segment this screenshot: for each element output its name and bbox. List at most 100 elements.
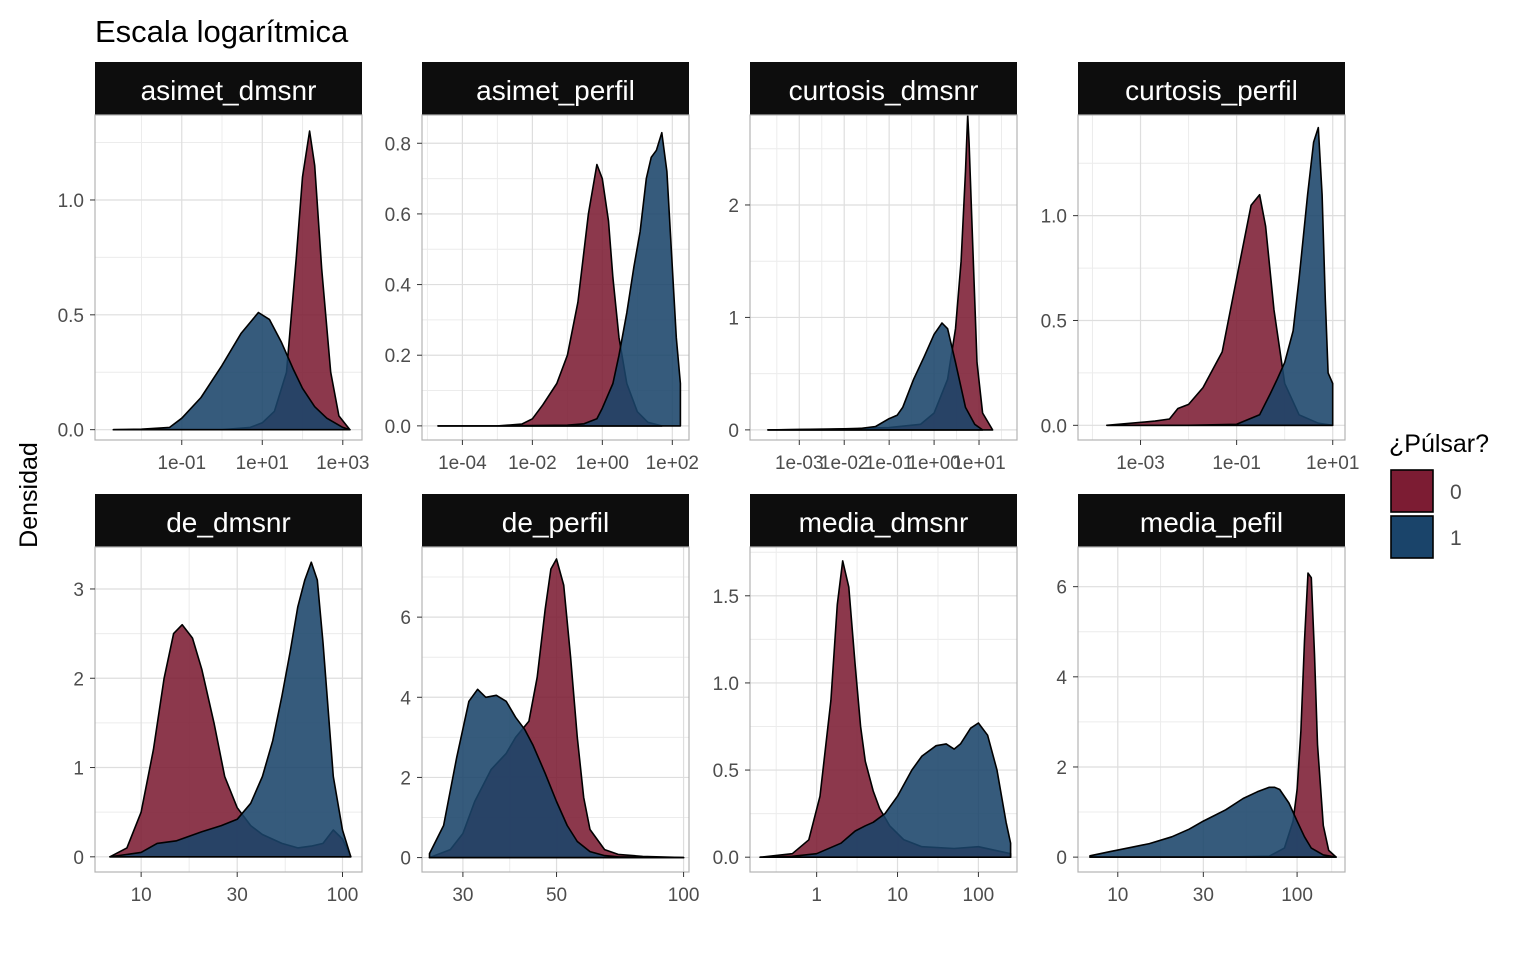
chart-title: Escala logarítmica <box>95 14 349 49</box>
y-tick-label: 0.0 <box>713 848 739 869</box>
facet-de_perfil: de_perfil 30 50 100 0 2 4 6 <box>400 494 699 906</box>
y-tick-label: 0.5 <box>1041 311 1067 332</box>
facet-media_pefil: media_pefil 10 30 100 0 2 4 6 <box>1056 494 1346 906</box>
facet-strip-label: de_dmsnr <box>166 507 291 538</box>
legend-label-0: 0 <box>1450 481 1462 504</box>
y-tick-label: 1 <box>728 308 739 329</box>
y-tick-label: 1.0 <box>1041 207 1067 228</box>
y-tick-label: 0.4 <box>385 276 412 297</box>
legend-title: ¿Púlsar? <box>1389 430 1489 458</box>
x-tick-label: 1e-01 <box>865 453 914 474</box>
y-tick-label: 0.5 <box>58 306 84 327</box>
y-tick-label: 3 <box>73 580 84 601</box>
x-tick-label: 30 <box>227 885 248 906</box>
y-tick-label: 4 <box>400 688 411 709</box>
facet-strip-label: de_perfil <box>502 507 609 538</box>
density-areas <box>1089 572 1337 858</box>
density-areas <box>112 130 351 431</box>
facet-strip-label: curtosis_perfil <box>1125 75 1298 106</box>
y-tick-label: 2 <box>400 768 411 789</box>
y-axis-label: Densidad <box>15 442 43 548</box>
x-tick-label: 50 <box>546 885 567 906</box>
x-tick-label: 1e+03 <box>316 453 369 474</box>
y-tick-label: 0.6 <box>385 205 411 226</box>
facet-strip-label: asimet_dmsnr <box>141 75 317 106</box>
panel-border <box>421 546 690 873</box>
panel-border <box>1077 114 1346 441</box>
x-tick-label: 1e+02 <box>646 453 699 474</box>
y-tick-label: 0.2 <box>385 346 411 367</box>
y-tick-label: 1 <box>73 759 84 780</box>
x-tick-label: 1e-03 <box>1116 453 1165 474</box>
facet-strip <box>750 62 1017 115</box>
panel-border <box>1077 546 1346 873</box>
x-tick-label: 100 <box>668 885 700 906</box>
y-tick-label: 1.0 <box>58 191 84 212</box>
x-tick-label: 1e-01 <box>1212 453 1261 474</box>
x-tick-label: 1 <box>811 885 822 906</box>
facet-strip-label: asimet_perfil <box>476 75 635 106</box>
y-tick-label: 0 <box>400 849 411 870</box>
panel-border <box>421 114 690 441</box>
density-areas <box>437 131 682 427</box>
density-area-1 <box>759 722 1012 858</box>
facet-strip-label: media_dmsnr <box>799 507 969 538</box>
density-area-1 <box>428 688 685 859</box>
y-tick-label: 4 <box>1056 668 1067 689</box>
y-tick-label: 6 <box>400 608 411 629</box>
density-area-1 <box>109 561 352 858</box>
density-areas <box>428 558 685 859</box>
density-areas <box>767 115 994 431</box>
density-area-1 <box>1089 786 1337 858</box>
panel-border <box>94 546 363 873</box>
y-tick-label: 2 <box>728 196 739 217</box>
x-tick-label: 30 <box>452 885 473 906</box>
x-tick-label: 1e-04 <box>438 453 487 474</box>
x-tick-label: 30 <box>1193 885 1214 906</box>
facet-strip <box>95 494 362 547</box>
y-tick-label: 0 <box>1056 848 1067 869</box>
legend: ¿Púlsar? 0 1 <box>1389 430 1489 559</box>
x-tick-label: 1e+01 <box>952 453 1005 474</box>
y-tick-label: 1.5 <box>713 587 739 608</box>
y-tick-label: 0 <box>728 421 739 442</box>
x-tick-label: 1e-01 <box>157 453 206 474</box>
density-area-1 <box>767 322 984 431</box>
x-tick-label: 1e-02 <box>508 453 557 474</box>
x-tick-label: 1e+01 <box>236 453 289 474</box>
density-area-1 <box>437 131 682 427</box>
y-tick-label: 0.0 <box>385 417 411 438</box>
density-areas <box>109 561 352 858</box>
x-tick-label: 10 <box>131 885 152 906</box>
y-tick-label: 0.5 <box>713 761 739 782</box>
x-tick-label: 1e+00 <box>576 453 629 474</box>
y-tick-label: 2 <box>1056 758 1067 779</box>
x-tick-label: 1e+01 <box>1306 453 1359 474</box>
facet-strip <box>95 62 362 115</box>
density-area-1 <box>1106 126 1334 427</box>
facet-asimet_perfil: asimet_perfil 1e-04 1e-02 1e+00 1e+02 0.0 0.2 0… <box>385 62 699 474</box>
legend-key-1 <box>1390 515 1434 559</box>
panel-border <box>94 114 363 441</box>
facet-strip <box>422 62 689 115</box>
x-tick-label: 1e-02 <box>820 453 869 474</box>
y-tick-label: 0.0 <box>58 421 84 442</box>
x-tick-label: 1e-03 <box>775 453 824 474</box>
x-tick-label: 100 <box>1281 885 1313 906</box>
facet-asimet_dmsnr: asimet_dmsnr 1e-01 1e+01 1e+03 0.0 0.5 1.0 <box>58 62 369 474</box>
panel-border <box>749 114 1018 441</box>
panel-border <box>749 546 1018 873</box>
density-area-1 <box>112 311 351 431</box>
facet-strip-label: media_pefil <box>1140 507 1283 538</box>
facet-curtosis_perfil: curtosis_perfil 1e-03 1e-01 1e+01 0.0 0.5 1.0 <box>1041 62 1359 474</box>
x-tick-label: 10 <box>887 885 908 906</box>
y-tick-label: 0.8 <box>385 134 411 155</box>
y-tick-label: 1.0 <box>713 674 739 695</box>
facet-strip <box>1078 494 1345 547</box>
facet-strip <box>750 494 1017 547</box>
facet-media_dmsnr: media_dmsnr 1 10 100 0.0 0.5 1.0 1.5 <box>713 494 1018 906</box>
y-tick-label: 0.0 <box>1041 416 1067 437</box>
